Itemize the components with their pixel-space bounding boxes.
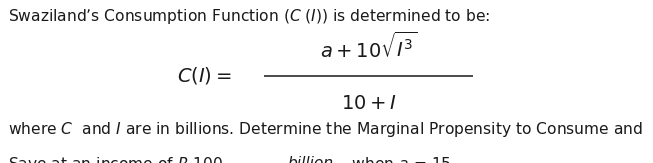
Text: Save at an income of $R$ 100: Save at an income of $R$ 100: [8, 156, 225, 163]
Text: $C(I) =$: $C(I) =$: [177, 65, 232, 86]
Text: where $C$  and $I$ are in billions. Determine the Marginal Propensity to Consume: where $C$ and $I$ are in billions. Deter…: [8, 120, 643, 139]
Text: $a + 10\sqrt{I^3}$: $a + 10\sqrt{I^3}$: [320, 32, 418, 62]
Text: Swaziland’s Consumption Function ($C$ ($I$)) is determined to be:: Swaziland’s Consumption Function ($C$ ($…: [8, 7, 490, 26]
Text: billion: billion: [287, 156, 334, 163]
Text: $10 + I$: $10 + I$: [341, 95, 397, 113]
Text: when $a$ = 15.: when $a$ = 15.: [347, 156, 456, 163]
